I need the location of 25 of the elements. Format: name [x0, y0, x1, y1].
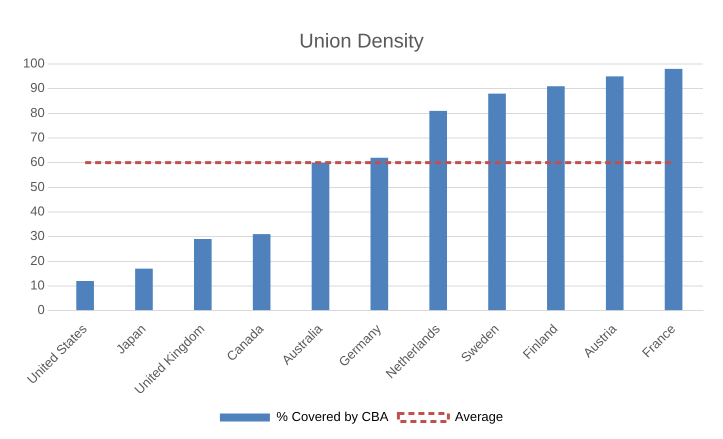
bar [135, 268, 153, 310]
bar [312, 162, 330, 310]
y-tick-label: 30 [30, 228, 45, 244]
bar [370, 158, 388, 310]
bar [252, 234, 270, 310]
bar [488, 94, 506, 310]
y-tick-label: 40 [30, 204, 45, 219]
y-tick-label: 100 [22, 56, 45, 71]
y-tick-label: 90 [30, 80, 45, 96]
y-tick-label: 20 [30, 252, 45, 268]
y-tick-label: 0 [37, 302, 45, 318]
bar [194, 239, 212, 310]
bar [76, 280, 94, 310]
bar [664, 68, 682, 310]
chart-title: Union Density [299, 30, 424, 53]
legend-label: % Covered by CBA [276, 409, 389, 424]
bar [606, 76, 624, 310]
legend-label: Average [454, 409, 504, 424]
y-tick-label: 50 [30, 178, 45, 194]
y-tick-label: 10 [30, 277, 45, 292]
y-tick-label: 70 [30, 130, 45, 145]
y-tick-label: 60 [30, 154, 45, 170]
bar [547, 86, 565, 310]
bar [429, 110, 448, 310]
y-tick-label: 80 [30, 104, 45, 120]
